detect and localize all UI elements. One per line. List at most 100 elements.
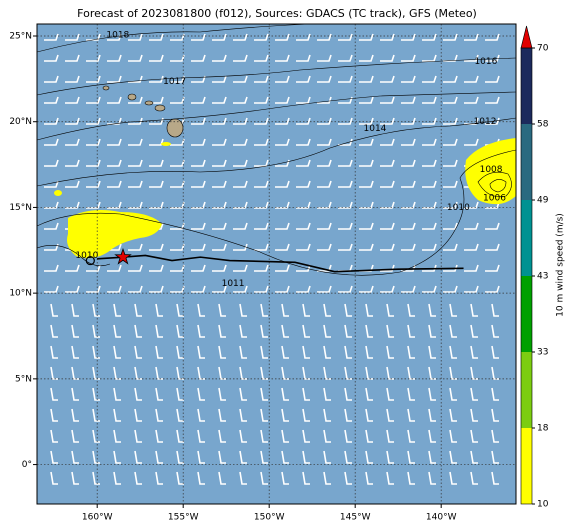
wind-barb <box>296 75 311 83</box>
colorbar-tick-label: 43 <box>537 272 548 282</box>
contour-label: 1016 <box>474 57 497 67</box>
wind-barb <box>359 33 374 41</box>
wind-barb <box>422 159 437 167</box>
wind-barb <box>386 366 394 380</box>
y-tick-label: 15°N <box>9 203 32 213</box>
wind-barb <box>155 345 163 359</box>
wind-barb <box>86 96 101 104</box>
wind-barb <box>218 450 226 464</box>
wind-barb <box>281 450 289 464</box>
wind-barb <box>71 387 79 401</box>
wind-barb <box>359 243 374 251</box>
wind-barb <box>323 429 331 443</box>
wind-barb <box>233 243 248 251</box>
wind-barb <box>212 54 227 62</box>
colorbar-segment <box>521 124 532 200</box>
wind-barb <box>281 324 289 338</box>
map-layer: 1018 1017 1016 1014 1012 1008 1006 1010 1010 1011 <box>37 24 516 504</box>
wind-barb <box>317 75 332 83</box>
wind-barb <box>275 33 290 41</box>
wind-barb <box>155 471 163 485</box>
wind-barb <box>302 387 310 401</box>
wind-barb <box>128 243 143 251</box>
wind-barb <box>149 159 164 167</box>
wind-barb <box>107 285 122 293</box>
wind-barb <box>65 180 80 188</box>
wind-barb <box>365 303 373 317</box>
wind-barb <box>86 54 101 62</box>
wind-barb <box>302 366 310 380</box>
wind-barb <box>422 75 437 83</box>
wind-barb <box>422 180 437 188</box>
wind-barb <box>359 54 374 62</box>
wind-barb <box>323 303 331 317</box>
wind-barb <box>464 33 479 41</box>
wind-barb <box>401 96 416 104</box>
wind-barb <box>128 75 143 83</box>
wind-barb <box>365 366 373 380</box>
wind-barb <box>365 450 373 464</box>
colorbar-tick-label: 58 <box>537 120 549 130</box>
wind-barb <box>317 243 332 251</box>
wind-barb <box>317 285 332 293</box>
wind-barb <box>464 222 479 230</box>
wind-barb <box>302 429 310 443</box>
wind-barb <box>107 159 122 167</box>
wind-barb <box>176 429 184 443</box>
wind-barb <box>233 180 248 188</box>
wind-barb <box>65 285 80 293</box>
wind-barb <box>233 285 248 293</box>
wind-barb <box>65 96 80 104</box>
wind-barb <box>44 117 59 125</box>
wind-barb <box>191 138 206 146</box>
colorbar-tick-label: 70 <box>537 44 549 54</box>
wind-barb <box>428 345 436 359</box>
wind-barb <box>386 408 394 422</box>
wind-barb <box>254 96 269 104</box>
wind-barb <box>485 75 500 83</box>
wind-barb <box>317 33 332 41</box>
wind-barb <box>296 33 311 41</box>
wind-barb <box>485 96 500 104</box>
wind-barb <box>176 471 184 485</box>
wind-barb <box>344 345 352 359</box>
wind-barb <box>254 285 269 293</box>
colorbar-tick-label: 49 <box>537 196 549 206</box>
wind-barb <box>233 201 248 209</box>
wind-barb <box>401 33 416 41</box>
wind-barb <box>338 159 353 167</box>
wind-barb <box>86 75 101 83</box>
wind-barb <box>191 54 206 62</box>
wind-barb <box>44 75 59 83</box>
wind-barb <box>302 471 310 485</box>
wind-barb <box>338 138 353 146</box>
wind-barb <box>386 345 394 359</box>
wind-barb <box>71 303 79 317</box>
y-tick-label: 10°N <box>9 289 32 299</box>
wind-barb <box>134 303 142 317</box>
wind-barb <box>344 366 352 380</box>
wind-barb <box>338 54 353 62</box>
wind-barb <box>233 222 248 230</box>
wind-barb <box>449 408 457 422</box>
wind-barb <box>191 201 206 209</box>
map-frame <box>36 23 517 505</box>
wind-barb <box>380 138 395 146</box>
wind-barb <box>65 54 80 62</box>
colorbar-segment <box>521 428 532 504</box>
wind-barb <box>260 345 268 359</box>
wind-barb <box>380 159 395 167</box>
wind-barb <box>107 96 122 104</box>
wind-barb <box>428 303 436 317</box>
wind-barb <box>386 429 394 443</box>
wind-barb <box>407 408 415 422</box>
wind-barb <box>275 264 290 272</box>
wind-barb <box>155 366 163 380</box>
storm-marker <box>114 247 132 265</box>
wind-barb <box>317 159 332 167</box>
wind-barb <box>344 471 352 485</box>
wind-barb <box>128 54 143 62</box>
wind-barb <box>44 201 59 209</box>
wind-barb <box>50 366 58 380</box>
wind-barb <box>218 366 226 380</box>
